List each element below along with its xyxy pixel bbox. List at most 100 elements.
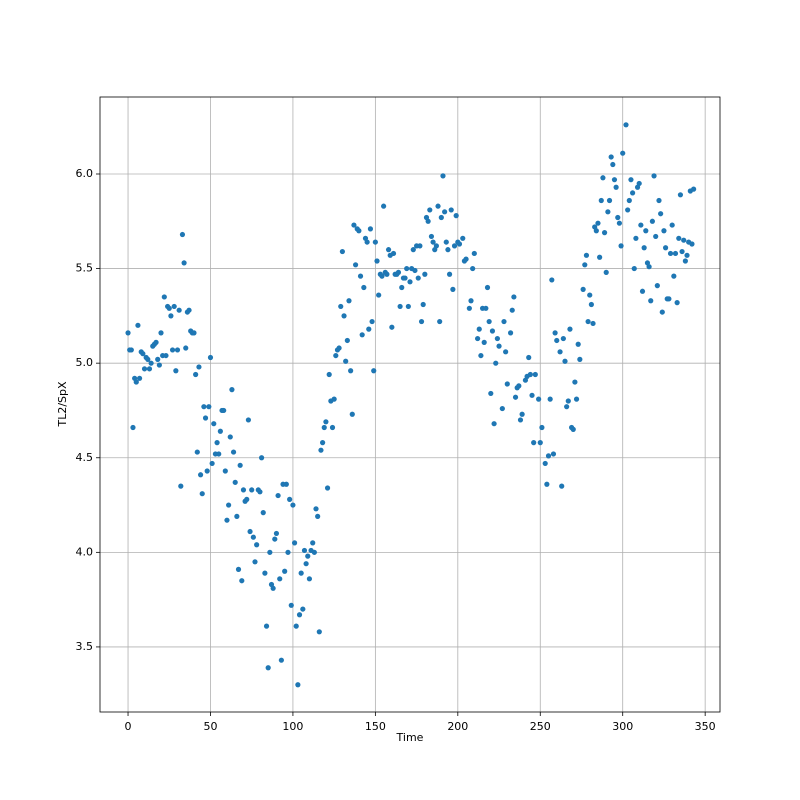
point (201, 404, 207, 410)
point (662, 245, 669, 251)
point (450, 286, 456, 292)
y-tick-label: 5.5 (76, 262, 94, 275)
point (516, 383, 522, 389)
point (489, 328, 496, 334)
point (217, 428, 223, 434)
point (559, 483, 565, 489)
point (214, 440, 220, 446)
point (133, 379, 139, 385)
point (125, 330, 131, 336)
point (672, 250, 679, 257)
point (616, 220, 623, 226)
point (216, 451, 222, 457)
point (560, 335, 566, 342)
axes: 0 50 100 150 200 250 300 350 3.5 4.0 4.5 5.0 5.5 6.0 (76, 167, 716, 733)
point (451, 243, 458, 249)
point (639, 288, 646, 294)
point (466, 305, 472, 311)
point (511, 294, 517, 300)
point (148, 360, 154, 366)
point (295, 682, 301, 688)
point (300, 606, 306, 612)
point (306, 576, 313, 582)
point (437, 318, 443, 325)
point (440, 173, 446, 179)
point (310, 540, 316, 546)
point (359, 332, 365, 338)
point (161, 294, 167, 300)
point (348, 368, 354, 374)
point (275, 492, 281, 499)
point (197, 472, 204, 478)
y-tick-label: 3.5 (76, 640, 94, 653)
point (265, 665, 271, 671)
point (583, 252, 590, 258)
point (577, 356, 583, 362)
point (390, 250, 397, 257)
point (341, 313, 347, 319)
point (305, 553, 311, 559)
point (483, 305, 489, 311)
point (517, 417, 524, 423)
point (352, 262, 359, 268)
y-tick-label: 4.5 (76, 451, 94, 464)
point (240, 487, 247, 493)
point (130, 424, 136, 431)
point (415, 275, 421, 281)
point (272, 536, 278, 542)
point (321, 424, 327, 431)
point (273, 530, 280, 537)
x-tick-label: 150 (365, 720, 386, 733)
point (628, 177, 634, 183)
point (539, 424, 545, 431)
point (404, 265, 410, 272)
point (682, 258, 688, 264)
point (499, 405, 505, 412)
point (611, 177, 618, 183)
point (488, 390, 494, 397)
point (425, 218, 431, 224)
point (537, 440, 543, 446)
point (509, 307, 515, 313)
point (636, 180, 642, 187)
point (193, 371, 199, 378)
point (679, 248, 685, 255)
point (623, 122, 629, 128)
point (199, 491, 205, 497)
point (658, 211, 664, 217)
point (196, 364, 202, 370)
point (270, 585, 276, 591)
point (430, 239, 436, 245)
point (155, 356, 161, 362)
point (565, 398, 571, 404)
point (346, 298, 352, 304)
point (691, 186, 697, 192)
point (677, 192, 684, 198)
point (282, 568, 288, 574)
point (372, 239, 378, 245)
point (453, 213, 459, 219)
point (417, 243, 423, 249)
point (338, 303, 344, 310)
point (613, 184, 619, 190)
point (331, 396, 337, 402)
point (468, 298, 474, 304)
point (324, 485, 331, 491)
point (267, 549, 273, 555)
point (260, 510, 266, 516)
point (542, 460, 548, 467)
point (296, 612, 303, 618)
point (254, 542, 260, 548)
point (435, 203, 441, 209)
point (573, 396, 580, 402)
point (493, 360, 499, 366)
point (209, 460, 215, 467)
point (649, 218, 655, 224)
point (222, 468, 228, 474)
point (606, 197, 613, 204)
point (486, 318, 492, 325)
point (428, 233, 435, 240)
point (221, 407, 227, 414)
